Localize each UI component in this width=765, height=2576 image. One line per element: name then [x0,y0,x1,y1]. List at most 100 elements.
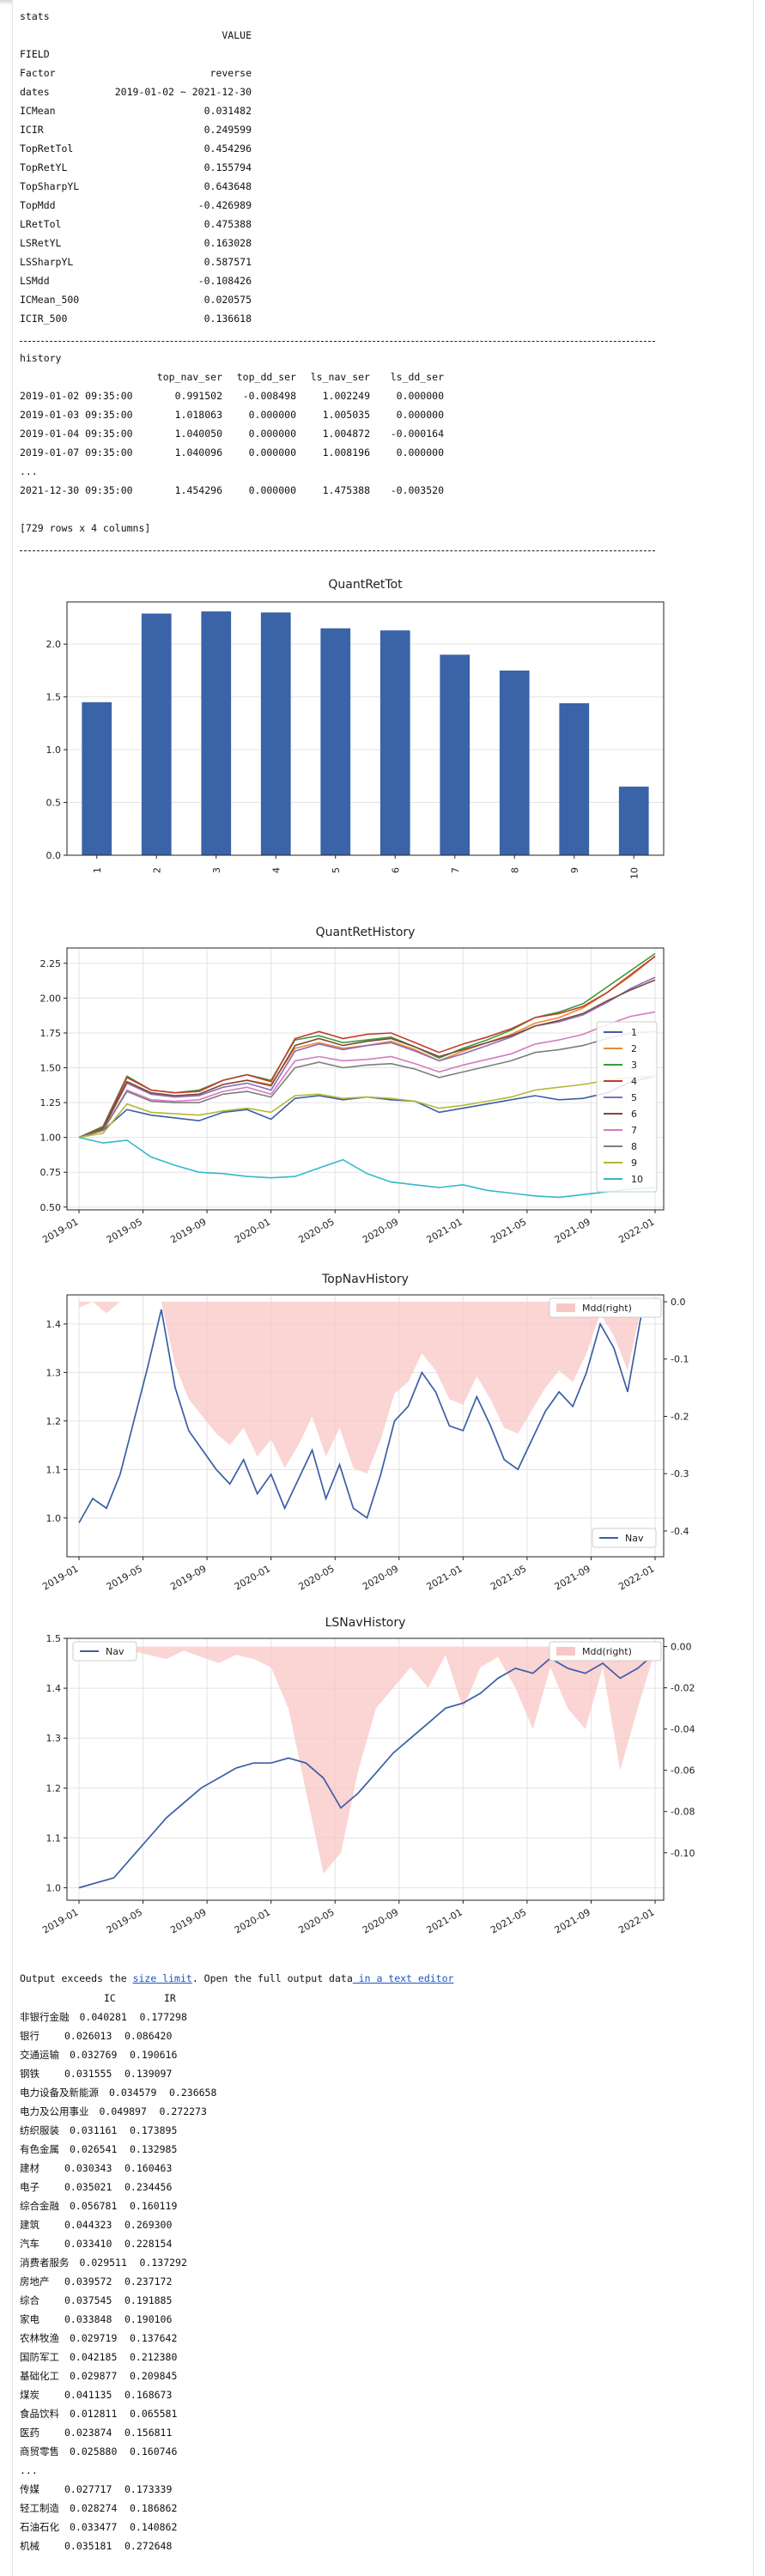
industry-ir: 0.160119 [130,2200,178,2212]
x-tick-label: 9 [569,867,580,873]
industry-ir: 0.269300 [124,2219,173,2231]
industry-ir: 0.065581 [130,2408,178,2420]
bar-1 [82,702,112,855]
row-cell: 1.004872 [322,428,370,440]
nav-legend-box [72,1641,137,1662]
industry-name: 有色金属 [20,2143,59,2155]
industry-row: 机械 0.035181 0.272648 [20,2538,185,2554]
industry-row: 商贸零售 0.025880 0.160746 [20,2444,190,2459]
industry-row: 煤炭 0.041135 0.168673 [20,2387,185,2403]
quant-ret-tot-chart: QuantRetTot 0.0 0.5 1.0 1.5 2.0 1 2 3 4 5 6 7 8 9 10 [46,578,665,879]
plot-border [66,947,665,1211]
industry-name: 钢铁 [20,2068,39,2080]
y-tick-label: 1.0 [46,1513,62,1524]
field-header-text: FIELD [20,48,50,60]
output-size-notice: Output exceeds the size limit. Open the … [20,1971,453,1986]
industry-ic: 0.025880 [70,2445,118,2458]
stats-key: ICIR_500 [20,313,68,325]
x-tick-label: 2021-01 [425,1216,464,1245]
x-tick-label: 2020-09 [361,1216,400,1245]
legend-label: 6 [631,1109,637,1120]
history-header: top_nav_ser top_dd_ser ls_nav_ser ls_dd_ser [20,369,444,385]
mdd-legend-swatch [556,1647,575,1656]
row-cell: 1.040050 [174,428,222,440]
row-index: 2019-01-03 09:35:00 [20,409,133,421]
industry-name: 家电 [20,2313,39,2325]
y-tick-label: 1.1 [46,1464,62,1475]
industry-ir: 0.228154 [124,2238,173,2250]
y-tick-label: 0.0 [46,850,62,861]
industry-row: 家电 0.033848 0.190106 [20,2312,185,2327]
industry-ic: 0.037545 [64,2294,112,2306]
stats-value: -0.426989 [197,199,252,211]
x-tick-label: 7 [450,867,461,873]
stats-value: 0.587571 [203,256,252,268]
open-in-text-editor-link[interactable]: in a text editor [352,1972,454,1984]
industry-name: 国防军工 [20,2351,59,2363]
industry-ic: 0.029877 [70,2370,118,2382]
x-tick-label: 2021-05 [489,1563,528,1592]
mdd-legend-box [549,1297,662,1318]
bar-4 [260,612,291,855]
size-limit-link[interactable]: size limit [132,1972,192,1984]
x-tick-label: 5 [331,867,342,873]
y-tick-label: 2.0 [46,639,62,650]
x-tick-label: 2022-01 [616,1906,656,1935]
industry-name: 消费者服务 [20,2257,70,2269]
y-tick-label: 2.25 [40,958,62,969]
mdd-legend-label: Mdd(right) [582,1646,632,1657]
industry-name: 纺织服装 [20,2124,59,2136]
x-tick-label: 2021-01 [425,1563,464,1592]
industry-row: 建筑 0.044323 0.269300 [20,2217,185,2233]
row-cell: 0.991502 [174,390,222,402]
stats-row: ICMean 0.031482 [20,103,252,118]
industry-row: 电力及公用事业 0.049897 0.272273 [20,2104,220,2119]
bar-7 [440,654,471,855]
series-line-7 [78,1011,656,1139]
series-line-8 [78,1030,656,1139]
industry-ic: 0.033410 [64,2238,112,2250]
industry-row: 国防军工 0.042185 0.212380 [20,2349,190,2365]
x-tick-label: 2019-09 [168,1563,208,1592]
ic-header: IC [104,1992,116,2004]
industry-name: 电子 [20,2181,39,2193]
x-tick-label: 2021-05 [489,1216,528,1245]
industry-name: 机械 [20,2540,39,2552]
industry-name: 煤炭 [20,2389,39,2401]
y-tick-label: 1.50 [40,1063,62,1074]
y2-tick-label: -0.08 [671,1807,695,1818]
industry-ir: 0.190616 [130,2049,178,2061]
x-tick-label: 2020-05 [296,1216,336,1245]
industry-row: 汽车 0.033410 0.228154 [20,2236,185,2251]
industry-name: 农林牧渔 [20,2332,59,2344]
row-cell: -0.008498 [242,390,296,402]
industry-name: 银行 [20,2030,39,2042]
ls-nav-history-chart: LSNavHistory 1.0 1.1 1.2 1.3 1.4 1.5 0.00 -0.02 -… [40,1616,695,1936]
industry-ic: 0.027717 [64,2483,112,2495]
y-tick-label: 1.5 [46,1633,62,1644]
industry-name: 电力设备及新能源 [20,2087,99,2099]
legend-label: 5 [631,1092,637,1103]
notice-prefix: Output exceeds the [20,1972,133,1984]
stats-key: TopRetYL [20,161,68,173]
stats-row: ICMean_500 0.020575 [20,292,252,307]
legend-label: 9 [631,1157,637,1169]
column-header: top_dd_ser [236,371,296,383]
history-row: 2019-01-02 09:35:00 0.991502 -0.008498 1.00… [20,388,444,404]
plot-border [66,1637,665,1901]
y2-tick-label: -0.2 [671,1411,689,1422]
row-cell: 1.008196 [322,447,370,459]
industry-ic: 0.042185 [70,2351,118,2363]
y2-tick-label: -0.4 [671,1526,689,1537]
industry-ir: 0.137292 [139,2257,187,2269]
industry-ic: 0.029511 [79,2257,127,2269]
industry-ic: 0.012811 [70,2408,118,2420]
y-tick-label: 1.0 [46,744,62,756]
stats-row: LRetTol 0.475388 [20,216,252,232]
legend-box [596,1021,658,1193]
stats-row: ICIR 0.249599 [20,122,252,137]
industry-ir: 0.137642 [130,2332,178,2344]
x-tick-label: 2022-01 [616,1216,656,1245]
industry-row: 银行 0.026013 0.086420 [20,2028,185,2044]
history-row: 2021-12-30 09:35:00 1.454296 0.000000 1.475… [20,483,444,498]
